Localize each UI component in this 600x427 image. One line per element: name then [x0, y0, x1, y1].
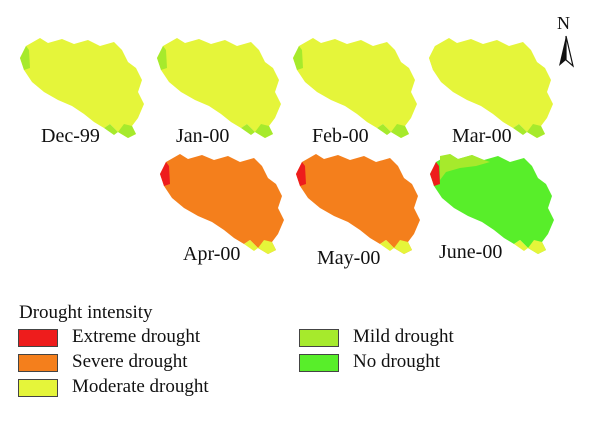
panel-label-june-00: June-00 [439, 241, 503, 263]
region-zone-south-tip [394, 240, 412, 254]
region-zone-south-edge [241, 124, 255, 135]
panel-label-jan-00: Jan-00 [176, 125, 230, 147]
region-fill [160, 154, 284, 254]
region-fill [296, 154, 420, 254]
legend-label-moderate: Moderate drought [72, 376, 209, 397]
legend-swatch-none [299, 354, 339, 372]
north-arrow-left [559, 36, 566, 66]
region-zone-south-tip [527, 124, 545, 138]
legend-title: Drought intensity [19, 302, 153, 323]
legend-swatch-extreme [18, 329, 58, 347]
region-zone-west-tip [160, 162, 170, 186]
region-zone-south-tip [528, 240, 546, 254]
region-zone-west-strip [440, 154, 490, 180]
region-zone-south-edge [244, 240, 258, 251]
drought-map-panels [20, 35, 575, 254]
region-zone-west-tip [293, 46, 303, 70]
region-map [429, 38, 553, 138]
region-zone-south-edge [380, 240, 394, 251]
region-zone-south-tip [391, 124, 409, 138]
panel-label-feb-00: Feb-00 [312, 125, 369, 147]
panel-label-apr-00: Apr-00 [183, 243, 241, 265]
region-fill [293, 38, 417, 138]
region-zone-west-tip [157, 46, 167, 70]
region-zone-west-tip [430, 162, 440, 186]
region-zone-south-edge [104, 124, 118, 135]
north-arrow-icon [559, 35, 575, 68]
legend-swatch-severe [18, 354, 58, 372]
region-zone-south-edge [513, 124, 527, 135]
region-map [430, 154, 554, 254]
panel-label-mar-00: Mar-00 [452, 125, 512, 147]
region-map [296, 154, 420, 254]
north-arrow-right [565, 35, 575, 68]
legend-swatch-mild [299, 329, 339, 347]
region-zone-west-tip [429, 46, 439, 70]
legend-label-none: No drought [353, 351, 441, 372]
region-map [20, 38, 144, 138]
region-zone-south-tip [255, 124, 273, 138]
region-fill [430, 154, 554, 254]
legend-label-extreme: Extreme drought [72, 326, 201, 347]
north-arrow-label: N [557, 13, 570, 33]
region-map [157, 38, 281, 138]
legend-label-severe: Severe drought [72, 351, 188, 372]
region-map [160, 154, 284, 254]
region-fill [20, 38, 144, 138]
region-zone-west-tip [20, 46, 30, 70]
region-map [293, 38, 417, 138]
legend-swatch-moderate [18, 379, 58, 397]
region-fill [157, 38, 281, 138]
legend-label-mild: Mild drought [353, 326, 454, 347]
region-zone-south-edge [377, 124, 391, 135]
region-fill [429, 38, 553, 138]
panel-label-dec-99: Dec-99 [41, 125, 100, 147]
region-zone-south-tip [118, 124, 136, 138]
panel-label-may-00: May-00 [317, 247, 381, 269]
region-zone-south-edge [514, 240, 528, 251]
region-zone-west-tip [296, 162, 306, 186]
region-zone-south-tip [258, 240, 276, 254]
